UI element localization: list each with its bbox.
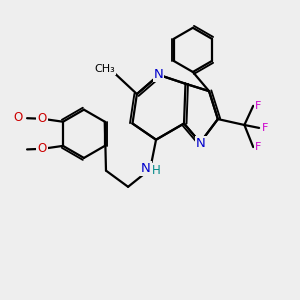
Text: O: O xyxy=(37,143,46,156)
Text: O: O xyxy=(38,112,47,125)
Text: O: O xyxy=(38,142,47,155)
Text: O: O xyxy=(14,111,23,124)
Text: F: F xyxy=(262,123,268,133)
Text: N: N xyxy=(196,137,206,150)
Text: O: O xyxy=(11,113,20,123)
Text: H: H xyxy=(152,164,161,176)
Text: N: N xyxy=(154,68,163,81)
Text: F: F xyxy=(254,142,261,152)
Text: CH₃: CH₃ xyxy=(94,64,115,74)
Text: F: F xyxy=(254,101,261,111)
Text: methoxy: methoxy xyxy=(0,103,37,112)
Text: N: N xyxy=(141,162,151,175)
Text: O: O xyxy=(37,112,46,125)
